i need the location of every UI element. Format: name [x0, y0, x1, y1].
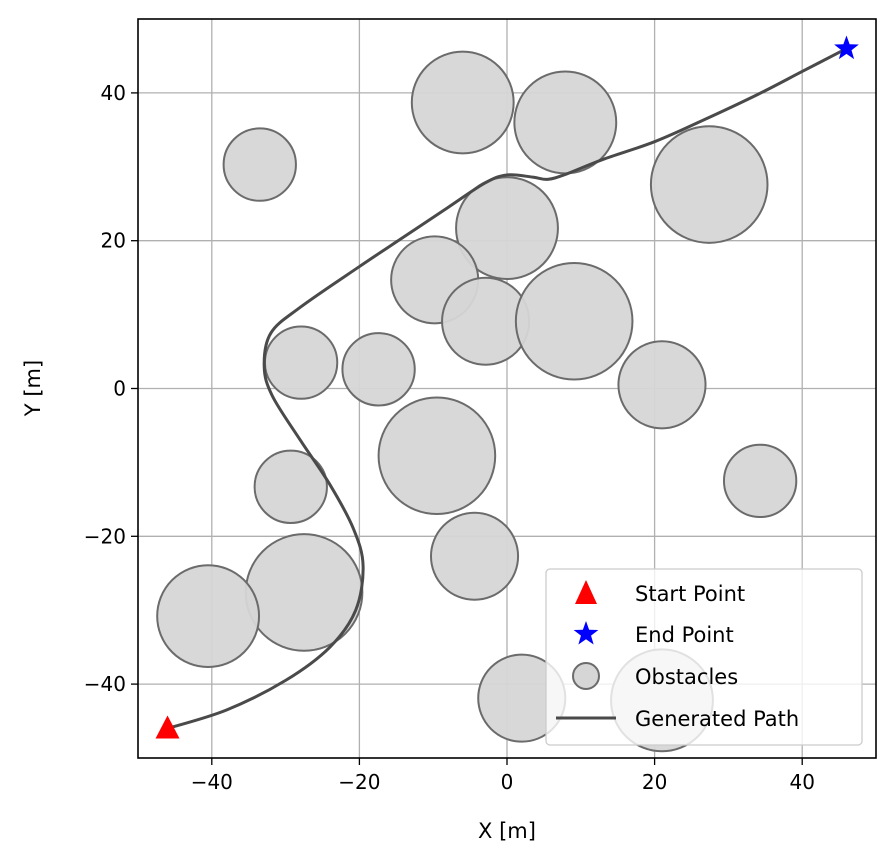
legend-end-marker: [573, 621, 599, 645]
obstacle-circle: [429, 511, 520, 601]
obstacle-circle: [617, 340, 707, 430]
obstacle-circle: [377, 396, 497, 516]
obstacle-circle: [244, 533, 364, 652]
obstacle-circle: [514, 261, 634, 381]
y-axis-label: Y [m]: [21, 360, 45, 417]
obstacle-circle: [222, 127, 297, 202]
obstacle-circle: [513, 70, 618, 175]
start-point-marker: [155, 715, 180, 739]
obstacle-circle: [341, 332, 416, 407]
obstacle-circle: [156, 564, 261, 669]
x-tick-label: 40: [789, 770, 814, 794]
y-tick-label: −20: [84, 524, 126, 548]
legend: Start Point End Point Obstacles Generate…: [545, 568, 863, 746]
legend-end-label: End Point: [635, 623, 734, 647]
path-layer: [167, 47, 848, 730]
legend-start-label: Start Point: [635, 582, 745, 606]
obstacle-circle: [253, 449, 328, 524]
legend-start-marker: [575, 580, 597, 604]
marker-layer: [155, 35, 859, 739]
x-tick-label: −20: [338, 770, 380, 794]
y-tick-label: 20: [101, 229, 126, 253]
obstacle-circle: [722, 443, 798, 519]
y-tick-label: −40: [84, 672, 126, 696]
end-point-marker: [834, 35, 859, 60]
y-tick-label: 0: [113, 377, 126, 401]
legend-frame: [545, 568, 863, 746]
x-axis-label: X [m]: [478, 819, 536, 843]
legend-obstacles-marker: [572, 662, 600, 690]
obstacle-circle: [455, 176, 559, 281]
legend-obstacles-label: Obstacles: [635, 665, 738, 689]
x-tick-label: −40: [191, 770, 233, 794]
obstacle-circle: [649, 125, 769, 244]
obstacle-circle: [263, 325, 339, 400]
generated-path-line: [167, 47, 848, 730]
x-tick-label: 0: [501, 770, 514, 794]
obstacle-circle: [410, 50, 515, 155]
legend-path-label: Generated Path: [635, 707, 799, 731]
y-tick-label: 40: [101, 81, 126, 105]
x-tick-label: 20: [642, 770, 667, 794]
ticks: −40 −20 0 20 40 −40 −20 0 20 40: [84, 81, 815, 794]
